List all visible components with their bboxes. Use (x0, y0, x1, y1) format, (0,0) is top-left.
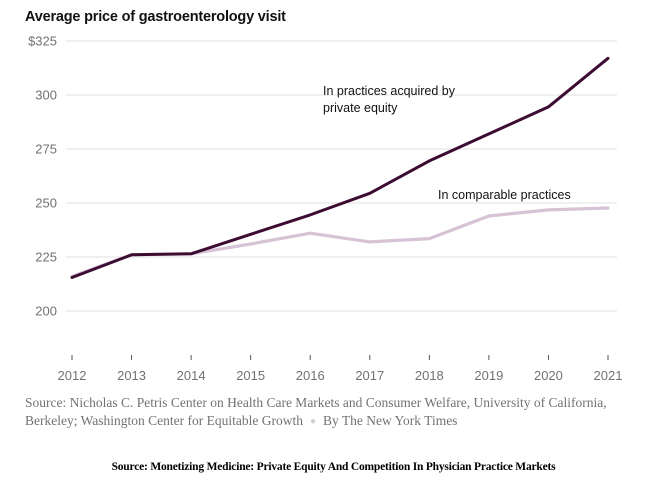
x-tick-label: 2020 (534, 368, 563, 383)
gridlines (66, 40, 617, 312)
x-tick-label: 2016 (296, 368, 325, 383)
source-note: Source: Nicholas C. Petris Center on Hea… (25, 394, 635, 431)
y-axis-ticks: 200 225 250 275 300 $325 (28, 34, 57, 319)
series-annotations: In practices acquired by private equityIn… (323, 84, 571, 202)
x-tick-label: 2021 (594, 368, 623, 383)
y-tick-label: 250 (35, 196, 57, 211)
annotation-line: private equity (323, 101, 398, 115)
series-line-private-equity (70, 56, 610, 279)
series-lines (70, 56, 610, 279)
x-tick-label: 2015 (236, 368, 265, 383)
byline: By The New York Times (323, 413, 458, 428)
x-tick-label: 2018 (415, 368, 444, 383)
series-line-comparable (70, 206, 610, 278)
x-tick-label: 2014 (177, 368, 206, 383)
source-text: Source: Nicholas C. Petris Center on Hea… (25, 395, 607, 428)
x-tick-label: 2013 (117, 368, 146, 383)
x-tick-label: 2019 (474, 368, 503, 383)
annotation-line: In practices acquired by (323, 84, 456, 98)
annotation-comparable: In comparable practices (438, 188, 571, 202)
x-axis-ticks: 2012 2013 2014 2015 2016 2017 2018 2019 2020 2021 (58, 355, 623, 383)
footer-source: Source: Monetizing Medicine: Private Equ… (111, 461, 556, 473)
line-chart: 200 225 250 275 300 $325 2012 2013 2014 2015 2016… (28, 34, 623, 384)
separator-dot-icon: ● (309, 415, 317, 427)
y-tick-label: 200 (35, 304, 57, 319)
y-tick-label: 225 (35, 250, 57, 265)
x-tick-label: 2012 (58, 368, 87, 383)
x-tick-label: 2017 (355, 368, 384, 383)
y-tick-label: 275 (35, 142, 57, 157)
y-tick-label: 300 (35, 88, 57, 103)
annotation-private-equity: In practices acquired by private equity (323, 84, 456, 115)
chart-title: Average price of gastroenterology visit (25, 9, 286, 25)
y-tick-label: $325 (28, 34, 57, 49)
